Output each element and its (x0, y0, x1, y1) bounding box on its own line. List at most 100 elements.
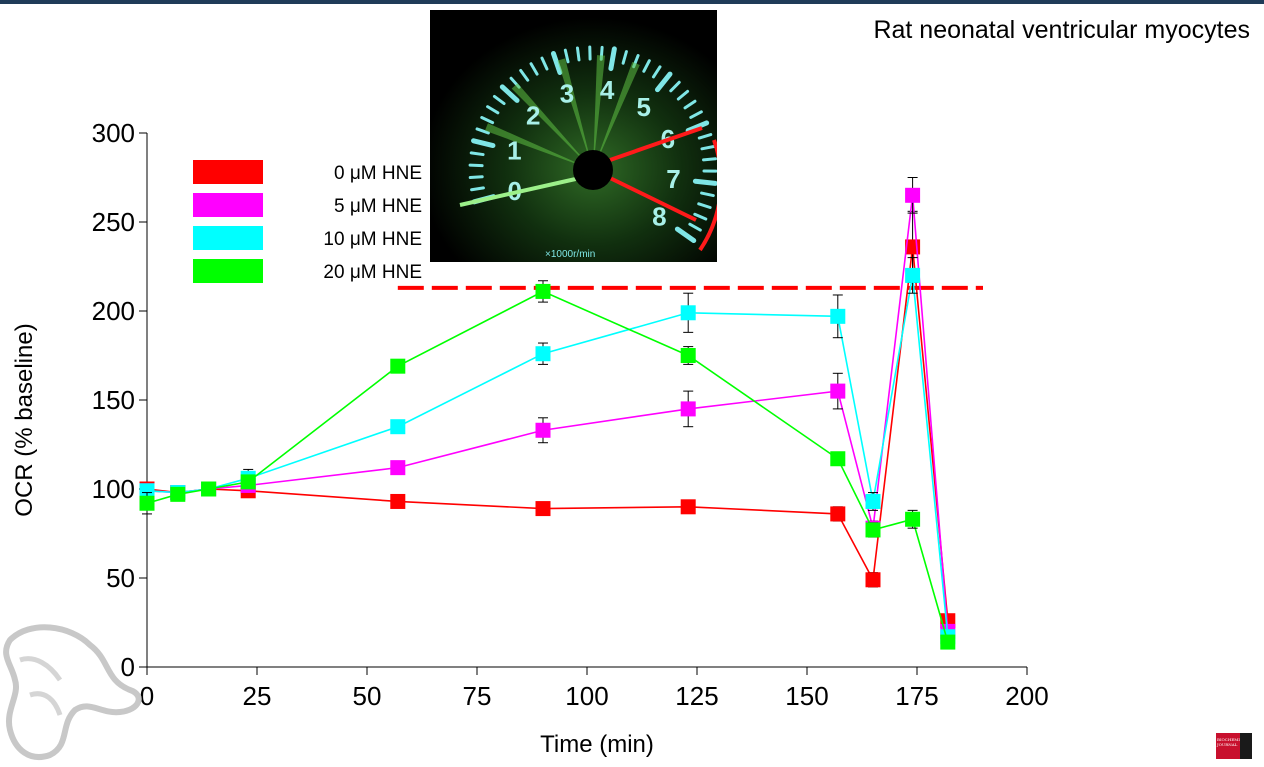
x-tick-label: 100 (565, 681, 608, 711)
y-tick-label: 100 (92, 474, 135, 504)
tachometer-tick (669, 80, 681, 93)
x-tick-label: 50 (353, 681, 382, 711)
data-point-marker (865, 522, 881, 538)
tachometer-tick (621, 50, 628, 65)
data-point-marker (535, 422, 551, 438)
tachometer-image: 012345678 ×1000r/min (430, 10, 724, 262)
y-tick-label: 50 (106, 563, 135, 593)
tachometer-light-ray (484, 123, 593, 170)
data-point-marker (535, 283, 551, 299)
tachometer-light-ray (511, 83, 593, 170)
journal-badge-name: BIOCHEMICAL JOURNAL (1216, 733, 1249, 759)
data-point-marker (201, 481, 217, 497)
x-tick-label: 150 (785, 681, 828, 711)
tachometer-tick (642, 59, 651, 73)
tachometer-tick (700, 145, 716, 151)
chart-legend: 0 μM HNE 5 μM HNE 10 μM HNE 20 μM HNE (193, 160, 422, 283)
data-point-marker (680, 305, 696, 321)
data-point-marker (535, 346, 551, 362)
tachometer-light-ray (593, 61, 640, 170)
data-point-marker (680, 348, 696, 363)
tachometer-tick (529, 62, 539, 76)
data-point-marker (830, 451, 846, 467)
y-axis-label: OCR (% baseline) (11, 323, 38, 516)
tachometer-tick (700, 191, 715, 198)
chart-axes: 0 25 50 75 100 125 150 175 200 0 50 100 150 200 250 300 (92, 118, 1049, 711)
tachometer-tick (469, 151, 485, 157)
tachometer-numbers: 012345678 (507, 75, 681, 231)
tachometer-number: 5 (636, 92, 650, 122)
data-point-marker (170, 486, 186, 502)
tachometer-tick (676, 89, 690, 101)
y-tick-label: 250 (92, 207, 135, 237)
x-tick-label: 200 (1005, 681, 1048, 711)
tachometer-tick (651, 65, 662, 79)
y-tick-label: 150 (92, 385, 135, 415)
y-tick-label: 300 (92, 118, 135, 148)
y-tick-label: 200 (92, 296, 135, 326)
tachometer-tick (470, 186, 485, 192)
tachometer-tick (683, 99, 697, 110)
tachometer-tick (519, 68, 530, 82)
tachometer-number: 4 (600, 75, 615, 105)
tachometer-tick (689, 110, 703, 119)
tachometer-tick (550, 51, 563, 75)
tachometer-unit-label: ×1000r/min (545, 249, 595, 260)
series-line (146, 275, 949, 637)
data-point-marker (865, 493, 881, 509)
tachometer-number: 3 (560, 78, 574, 108)
tachometer-needle-red-upper (609, 126, 703, 162)
tachometer-tick (475, 127, 490, 135)
tachometer-tick (697, 202, 712, 209)
legend-swatch (193, 226, 263, 250)
legend-swatch (193, 259, 263, 283)
tachometer-tick (540, 56, 549, 71)
legend-swatch (193, 193, 263, 217)
tachometer-light-ray (557, 58, 593, 170)
tachometer-tick (692, 178, 718, 186)
y-tick-label: 0 (121, 652, 135, 682)
tachometer-tick (693, 212, 708, 221)
tachometer-number: 8 (652, 201, 666, 231)
x-tick-label: 0 (140, 681, 154, 711)
legend-label: 20 μM HNE (323, 262, 422, 283)
data-point-marker (390, 460, 406, 476)
data-point-marker (905, 187, 921, 203)
tachometer-needle-red-lower (609, 176, 697, 222)
tachometer-tick (471, 138, 496, 149)
tachometer-tick (575, 46, 581, 62)
tachometer-tick (685, 120, 710, 134)
dragon-watermark-logo (3, 624, 142, 760)
tachometer-tick (499, 84, 520, 103)
data-point-marker (865, 572, 881, 588)
tachometer-tick (674, 226, 697, 244)
legend-label: 5 μM HNE (334, 196, 422, 217)
x-tick-label: 125 (675, 681, 718, 711)
series-line (146, 290, 949, 643)
tachometer-tick (654, 71, 673, 93)
legend-label: 10 μM HNE (323, 229, 422, 250)
tachometer-tick (486, 105, 500, 115)
top-border-bar (0, 0, 1264, 4)
data-point-marker (240, 474, 256, 490)
data-point-marker (905, 267, 921, 283)
x-tick-label: 25 (243, 681, 272, 711)
tachometer-needle (459, 176, 581, 207)
tachometer-number: 7 (666, 164, 680, 194)
journal-badge: BIOCHEMICAL JOURNAL (1216, 733, 1252, 759)
series-line (146, 195, 949, 632)
tachometer-tick (492, 94, 506, 106)
tachometer-tick (468, 175, 484, 180)
series-2 (139, 257, 956, 645)
tachometer-tick (702, 157, 717, 162)
data-point-marker (940, 634, 956, 650)
data-point-marker (390, 358, 406, 374)
data-point-marker (830, 506, 846, 522)
data-point-marker (905, 511, 921, 527)
tachometer-tick (697, 133, 713, 140)
legend-swatch (193, 160, 263, 184)
data-point-marker (139, 483, 155, 499)
x-tick-label: 75 (463, 681, 492, 711)
tachometer-number: 1 (507, 136, 521, 166)
